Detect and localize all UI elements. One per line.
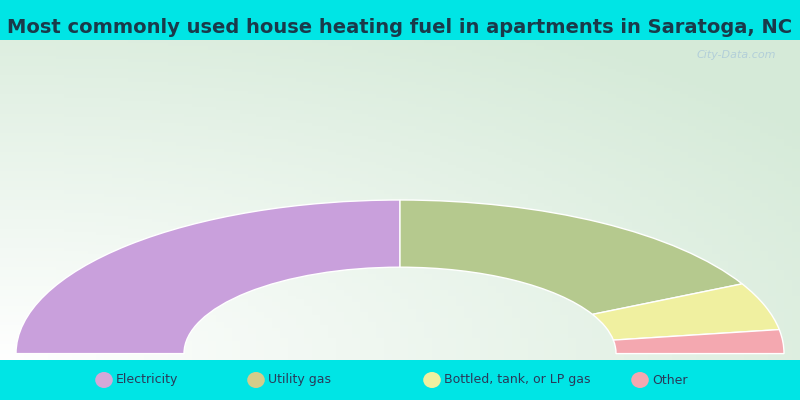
Text: Electricity: Electricity xyxy=(116,374,178,386)
Wedge shape xyxy=(593,284,779,340)
Wedge shape xyxy=(16,200,400,354)
Text: City-Data.com: City-Data.com xyxy=(697,50,776,60)
Ellipse shape xyxy=(95,372,113,388)
Ellipse shape xyxy=(631,372,649,388)
Text: Bottled, tank, or LP gas: Bottled, tank, or LP gas xyxy=(444,374,590,386)
Ellipse shape xyxy=(423,372,441,388)
Wedge shape xyxy=(614,330,784,354)
Text: Utility gas: Utility gas xyxy=(268,374,331,386)
Ellipse shape xyxy=(247,372,265,388)
Text: Most commonly used house heating fuel in apartments in Saratoga, NC: Most commonly used house heating fuel in… xyxy=(7,18,793,37)
Text: Other: Other xyxy=(652,374,687,386)
Wedge shape xyxy=(400,200,742,314)
